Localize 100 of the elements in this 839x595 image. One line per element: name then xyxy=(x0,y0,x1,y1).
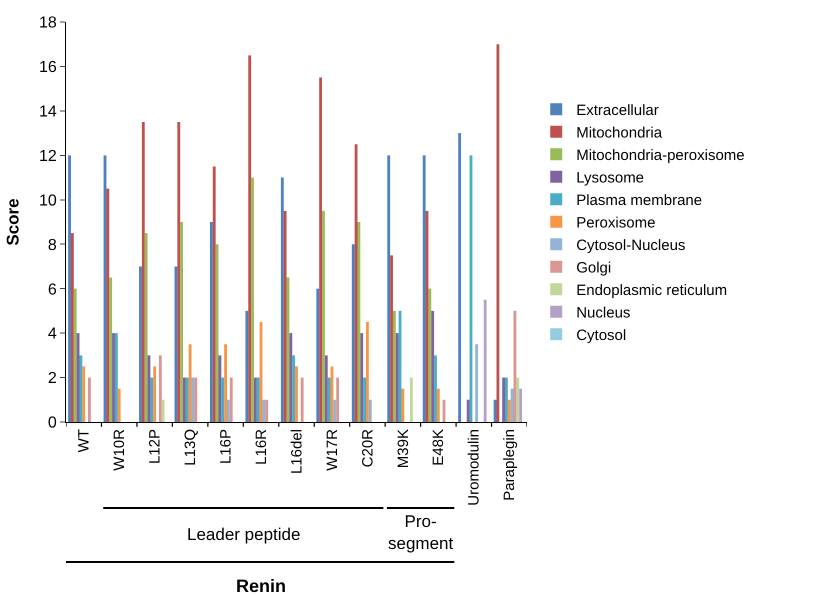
bar xyxy=(442,400,446,422)
y-tick-label: 14 xyxy=(39,103,57,120)
y-tick-label: 18 xyxy=(39,14,57,32)
bar xyxy=(502,378,506,422)
x-tick-label: Paraplegin xyxy=(501,429,518,501)
y-tick-label: 10 xyxy=(39,192,57,210)
bar xyxy=(262,400,266,422)
bar xyxy=(218,355,222,422)
legend-label: Golgi xyxy=(576,260,612,277)
x-tick-label: W10R xyxy=(111,428,128,471)
y-tick-label: 4 xyxy=(48,326,57,343)
bar xyxy=(144,233,148,422)
bar xyxy=(192,378,194,422)
bar xyxy=(390,255,393,422)
x-tick-label: L16del xyxy=(288,429,306,474)
legend-label: Endoplasmic reticulum xyxy=(576,282,728,300)
bar xyxy=(260,322,262,422)
bar xyxy=(68,155,71,422)
legend-label: Peroxisome xyxy=(576,214,656,232)
bar xyxy=(514,310,516,422)
bar xyxy=(401,388,404,422)
bar xyxy=(336,378,340,422)
bar xyxy=(434,355,437,422)
x-tick-label: L16P xyxy=(217,429,234,464)
y-tick-label: 6 xyxy=(48,281,57,298)
bar xyxy=(436,388,440,422)
bar xyxy=(286,278,290,422)
bar xyxy=(106,188,110,422)
bar xyxy=(112,333,115,422)
bar xyxy=(224,344,227,422)
bar xyxy=(319,78,322,422)
bar xyxy=(428,288,432,422)
y-tick-label: 0 xyxy=(48,414,57,432)
legend-label: Lysosome xyxy=(576,170,644,187)
bar xyxy=(251,178,254,422)
bar xyxy=(284,210,287,422)
bar xyxy=(505,378,508,422)
legend-label: Plasma membrane xyxy=(576,192,702,210)
bar xyxy=(180,222,184,422)
bar xyxy=(330,366,334,422)
legend-label: Cytosol xyxy=(576,327,626,344)
bar xyxy=(153,366,156,422)
bar xyxy=(470,155,472,422)
bar xyxy=(426,210,428,422)
bar xyxy=(158,355,162,422)
bar xyxy=(519,388,522,422)
bar xyxy=(510,388,514,422)
bar xyxy=(188,344,192,422)
bar xyxy=(328,378,331,422)
bar xyxy=(245,310,248,422)
x-tick-label: M39K xyxy=(394,429,412,468)
legend-label: Mitochondria xyxy=(576,124,663,142)
bar xyxy=(210,222,213,422)
x-tick-label: Uromodulin xyxy=(466,429,483,506)
bar xyxy=(410,378,413,422)
bar xyxy=(183,378,186,422)
bar xyxy=(292,355,296,422)
text: Pro- segment xyxy=(388,512,454,554)
bar xyxy=(466,400,470,422)
bar xyxy=(398,310,402,422)
bar xyxy=(475,344,478,422)
y-tick-label: 8 xyxy=(48,236,57,254)
bar xyxy=(174,266,178,422)
bar xyxy=(227,400,230,422)
bar xyxy=(139,266,142,422)
bar xyxy=(76,333,80,422)
bar xyxy=(458,133,462,422)
bar xyxy=(114,333,118,422)
bar xyxy=(484,300,487,422)
x-tick-label: E48K xyxy=(430,429,448,466)
legend-label: Extracellular xyxy=(576,102,659,120)
x-tick-label: WT xyxy=(76,429,93,452)
bar xyxy=(254,378,257,422)
bar xyxy=(363,378,366,422)
text: Leader peptide xyxy=(187,525,300,544)
bar xyxy=(295,366,298,422)
y-tick-label: 12 xyxy=(39,148,57,165)
bar xyxy=(392,310,396,422)
y-tick-label: 2 xyxy=(48,370,57,388)
legend-label: Cytosol-Nucleus xyxy=(576,237,686,254)
x-tick-label: L12P xyxy=(146,429,164,464)
bar xyxy=(216,244,218,422)
legend-label: Mitochondria-peroxisome xyxy=(576,147,745,164)
x-tick-label: L13Q xyxy=(182,429,199,466)
bar xyxy=(496,44,500,422)
bar xyxy=(104,155,106,422)
bar xyxy=(494,400,496,422)
bar xyxy=(322,210,325,422)
x-tick-label: W17R xyxy=(324,428,341,471)
legend-label: Nucleus xyxy=(576,304,630,322)
text: Renin xyxy=(236,576,286,595)
bar xyxy=(88,378,91,422)
bar xyxy=(148,355,150,422)
bar xyxy=(354,144,358,422)
x-tick-label: L16R xyxy=(252,428,270,465)
bar xyxy=(79,355,82,422)
x-tick-label: C20R xyxy=(359,428,376,468)
bar xyxy=(357,222,360,422)
y-tick-label: 16 xyxy=(39,59,57,76)
bar xyxy=(422,155,426,422)
